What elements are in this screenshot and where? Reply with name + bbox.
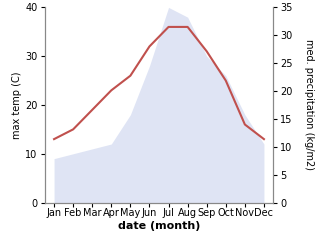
Y-axis label: med. precipitation (kg/m2): med. precipitation (kg/m2): [304, 40, 314, 170]
Y-axis label: max temp (C): max temp (C): [12, 71, 23, 139]
X-axis label: date (month): date (month): [118, 221, 200, 231]
